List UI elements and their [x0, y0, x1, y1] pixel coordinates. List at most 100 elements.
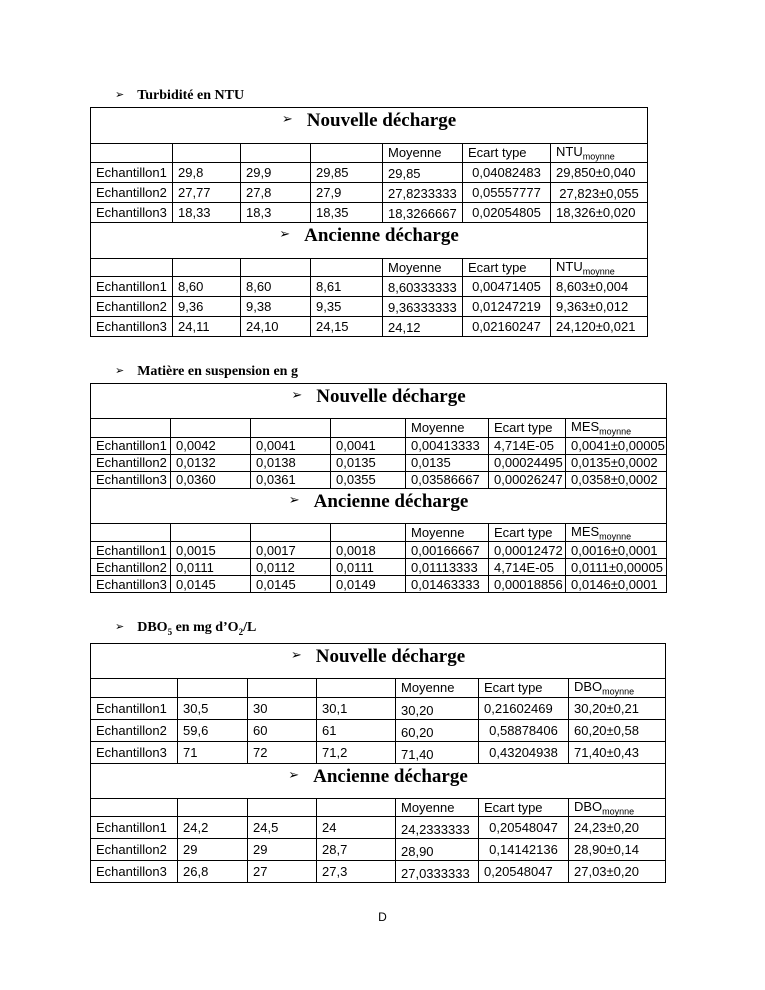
table-cell: 29,8: [172, 161, 241, 183]
section-title-dbo: ➢ DBO5 en mg d’O2/L: [115, 620, 765, 640]
table-cell: 0,0111: [170, 558, 251, 577]
table-cell: 0,00024495: [488, 453, 566, 472]
table-cell: 9,35: [310, 296, 383, 318]
row-label: Echantillon1: [90, 436, 171, 455]
table-row: Echantillon1 0,0015 0,0017 0,0018 0,00166667…: [90, 541, 668, 560]
table-cell: 4,714E-05: [488, 436, 566, 455]
column-header: Moyenne: [382, 257, 463, 278]
column-header: [316, 678, 396, 698]
table-cell: 0,01113333: [405, 558, 489, 577]
table-cell: 0,0041: [250, 436, 331, 455]
table-row: Echantillon2 59,6 60 61 60,20 0,58878406 60,20…: [90, 718, 667, 742]
arrow-bullet-icon: ➢: [291, 388, 303, 404]
table-row: Echantillon1 30,5 30 30,1 30,20 0,21602469 30,…: [90, 696, 667, 720]
table-turbidite: ➢ Nouvelle décharge Moyenne Ecart type NTUmo…: [89, 107, 649, 338]
table-cell: 30,20: [395, 696, 479, 720]
table-cell: 9,38: [240, 296, 311, 318]
table-cell: 71,2: [316, 740, 396, 764]
table-cell: 29,85: [382, 161, 463, 183]
table-cell: 29: [177, 838, 248, 862]
column-header: [250, 522, 331, 543]
column-header: [172, 257, 241, 278]
table-cell: 28,7: [316, 838, 396, 862]
column-header: Moyenne: [395, 678, 479, 698]
table-cell: 27,77: [172, 181, 241, 203]
column-header: [177, 678, 248, 698]
table-cell: 0,21602469: [478, 696, 569, 720]
row-label: Echantillon2: [90, 453, 171, 472]
table-cell: 24,5: [247, 816, 317, 840]
unit-header-text: NTU: [556, 258, 583, 274]
table-cell: 71,40: [395, 740, 479, 764]
row-label: Echantillon1: [90, 161, 173, 183]
column-header: Moyenne: [405, 522, 489, 543]
table-cell: 18,35: [310, 201, 383, 223]
column-header: Moyenne: [382, 143, 463, 163]
table-row: Echantillon3 24,11 24,10 24,15 24,12 0,021602…: [90, 316, 649, 338]
subsection-heading-text: Ancienne décharge: [313, 765, 468, 787]
column-header: [90, 522, 171, 543]
table-cell: 0,0018: [330, 541, 406, 560]
table-cell: 0,00471405: [462, 276, 551, 298]
table-row: Echantillon3 18,33 18,3 18,35 18,3266667 0,02…: [90, 201, 649, 223]
table-cell: 0,0017: [250, 541, 331, 560]
row-label: Echantillon2: [90, 838, 178, 862]
column-header: [316, 797, 396, 818]
table-cell: 24: [316, 816, 396, 840]
table-cell: 24,23±0,20: [567, 816, 667, 840]
table-cell: 0,0015: [170, 541, 251, 560]
table-cell: 27,0333333: [395, 860, 479, 884]
table-cell: 0,0042: [170, 436, 251, 455]
column-header: Ecart type: [478, 678, 569, 698]
unit-header-text: DBO: [574, 679, 603, 695]
table-cell: 71: [177, 740, 248, 764]
row-label: Echantillon2: [90, 718, 178, 742]
arrow-bullet-icon: ➢: [281, 112, 293, 127]
column-header: Ecart type: [478, 797, 569, 818]
table-row: Echantillon1 0,0042 0,0041 0,0041 0,00413333…: [90, 436, 668, 455]
table-cell: 0,58878406: [478, 718, 569, 742]
subsection-heading: ➢ Ancienne décharge: [89, 221, 649, 259]
table-cell: 26,8: [177, 860, 248, 884]
table-cell: 4,714E-05: [488, 558, 566, 577]
table-cell: 0,0138: [250, 453, 331, 472]
table-cell: 0,05557777: [462, 181, 551, 203]
table-cell: 27,8233333: [382, 181, 463, 203]
table-cell: 9,36333333: [382, 296, 463, 318]
column-header-row: Moyenne Ecart type DBOmoynne: [90, 797, 667, 818]
row-label: Echantillon2: [90, 558, 171, 577]
column-header: DBOmoynne: [567, 797, 667, 818]
table-row: Echantillon3 71 72 71,2 71,40 0,43204938 71,40…: [90, 740, 667, 764]
table-subheading-row: ➢ Ancienne décharge: [89, 487, 668, 524]
table-dbo: ➢ Nouvelle décharge Moyenne Ecart type DBOmo…: [89, 643, 667, 884]
table-cell: 24,2: [177, 816, 248, 840]
subscript-text: 2: [238, 627, 244, 638]
section-dbo: ➢ DBO5 en mg d’O2/L ➢ Nouvelle décharge Moye…: [0, 620, 765, 884]
column-header: [247, 678, 317, 698]
unit-header-subscript: moynne: [602, 806, 635, 817]
sections-container: ➢ Turbidité en NTU ➢ Nouvelle décharge Moyen…: [0, 88, 765, 884]
table-cell: 27,8: [240, 181, 311, 203]
table-cell: 29,9: [240, 161, 311, 183]
table-subheading-row: ➢ Nouvelle décharge: [89, 107, 649, 144]
column-header-row: Moyenne Ecart type NTUmoynne: [90, 143, 649, 163]
table-cell: 8,603±0,004: [549, 276, 649, 298]
table-subheading-row: ➢ Ancienne décharge: [89, 221, 649, 259]
table-cell: 0,0358±0,0002: [564, 470, 668, 489]
arrow-bullet-icon: ➢: [115, 364, 125, 378]
section-title-turbidite: ➢ Turbidité en NTU: [115, 88, 765, 104]
table-cell: 27,3: [316, 860, 396, 884]
column-header: [90, 257, 173, 278]
table-cell: 18,3: [240, 201, 311, 223]
table-cell: 24,15: [310, 316, 383, 338]
table-cell: 59,6: [177, 718, 248, 742]
row-label: Echantillon3: [90, 316, 173, 338]
table-cell: 0,20548047: [478, 816, 569, 840]
unit-header-subscript: moynne: [599, 531, 632, 542]
arrow-bullet-icon: ➢: [279, 226, 291, 242]
unit-header-text: MES: [571, 419, 600, 435]
row-label: Echantillon2: [90, 181, 173, 203]
table-cell: 61: [316, 718, 396, 742]
column-header: [240, 257, 311, 278]
